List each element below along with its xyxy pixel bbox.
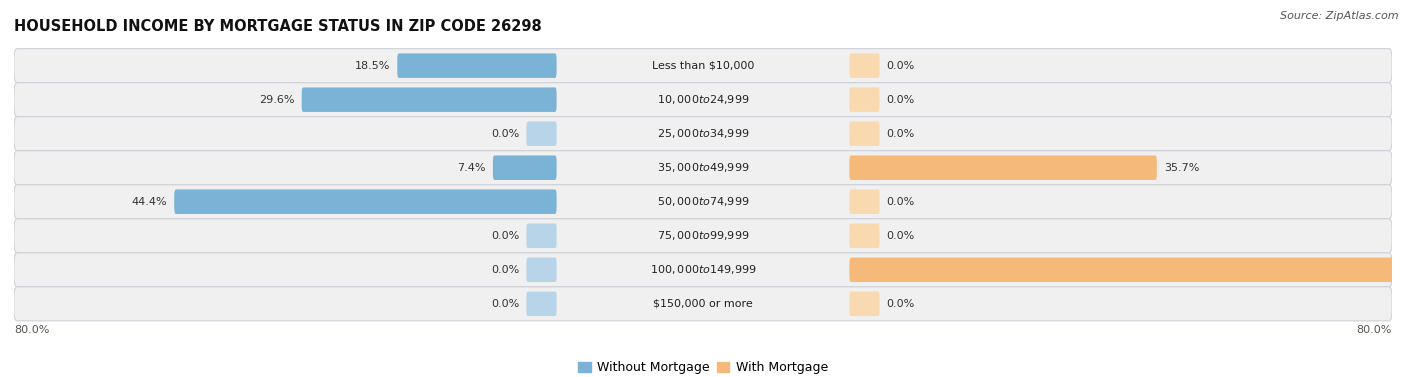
Text: 80.0%: 80.0% xyxy=(1357,325,1392,335)
Text: 18.5%: 18.5% xyxy=(356,61,391,70)
Legend: Without Mortgage, With Mortgage: Without Mortgage, With Mortgage xyxy=(574,356,832,377)
FancyBboxPatch shape xyxy=(526,291,557,316)
FancyBboxPatch shape xyxy=(849,54,880,78)
Text: $35,000 to $49,999: $35,000 to $49,999 xyxy=(657,161,749,174)
Text: $150,000 or more: $150,000 or more xyxy=(654,299,752,309)
Text: 0.0%: 0.0% xyxy=(886,95,915,105)
FancyBboxPatch shape xyxy=(849,291,880,316)
Text: 0.0%: 0.0% xyxy=(491,299,520,309)
Text: 0.0%: 0.0% xyxy=(886,231,915,241)
Text: HOUSEHOLD INCOME BY MORTGAGE STATUS IN ZIP CODE 26298: HOUSEHOLD INCOME BY MORTGAGE STATUS IN Z… xyxy=(14,19,541,34)
FancyBboxPatch shape xyxy=(849,87,880,112)
FancyBboxPatch shape xyxy=(494,155,557,180)
Text: $100,000 to $149,999: $100,000 to $149,999 xyxy=(650,263,756,276)
Text: $50,000 to $74,999: $50,000 to $74,999 xyxy=(657,195,749,208)
Text: 0.0%: 0.0% xyxy=(491,265,520,275)
FancyBboxPatch shape xyxy=(14,185,1392,219)
FancyBboxPatch shape xyxy=(14,253,1392,287)
FancyBboxPatch shape xyxy=(14,49,1392,83)
FancyBboxPatch shape xyxy=(14,83,1392,117)
Text: $75,000 to $99,999: $75,000 to $99,999 xyxy=(657,229,749,242)
Text: Less than $10,000: Less than $10,000 xyxy=(652,61,754,70)
Text: 0.0%: 0.0% xyxy=(886,61,915,70)
FancyBboxPatch shape xyxy=(174,190,557,214)
Text: 80.0%: 80.0% xyxy=(14,325,49,335)
Text: 29.6%: 29.6% xyxy=(259,95,295,105)
FancyBboxPatch shape xyxy=(849,257,1403,282)
Text: 7.4%: 7.4% xyxy=(457,163,486,173)
Text: 0.0%: 0.0% xyxy=(491,129,520,139)
FancyBboxPatch shape xyxy=(14,219,1392,253)
Text: 0.0%: 0.0% xyxy=(491,231,520,241)
FancyBboxPatch shape xyxy=(302,87,557,112)
FancyBboxPatch shape xyxy=(849,224,880,248)
FancyBboxPatch shape xyxy=(526,121,557,146)
FancyBboxPatch shape xyxy=(526,257,557,282)
Text: Source: ZipAtlas.com: Source: ZipAtlas.com xyxy=(1281,11,1399,21)
FancyBboxPatch shape xyxy=(849,121,880,146)
Text: 35.7%: 35.7% xyxy=(1164,163,1199,173)
Text: 0.0%: 0.0% xyxy=(886,197,915,207)
Text: 44.4%: 44.4% xyxy=(132,197,167,207)
Text: 0.0%: 0.0% xyxy=(886,299,915,309)
FancyBboxPatch shape xyxy=(849,190,880,214)
FancyBboxPatch shape xyxy=(398,54,557,78)
Text: $10,000 to $24,999: $10,000 to $24,999 xyxy=(657,93,749,106)
Text: 0.0%: 0.0% xyxy=(886,129,915,139)
FancyBboxPatch shape xyxy=(14,117,1392,151)
FancyBboxPatch shape xyxy=(849,155,1157,180)
FancyBboxPatch shape xyxy=(526,224,557,248)
FancyBboxPatch shape xyxy=(14,287,1392,321)
FancyBboxPatch shape xyxy=(14,151,1392,185)
Text: $25,000 to $34,999: $25,000 to $34,999 xyxy=(657,127,749,140)
